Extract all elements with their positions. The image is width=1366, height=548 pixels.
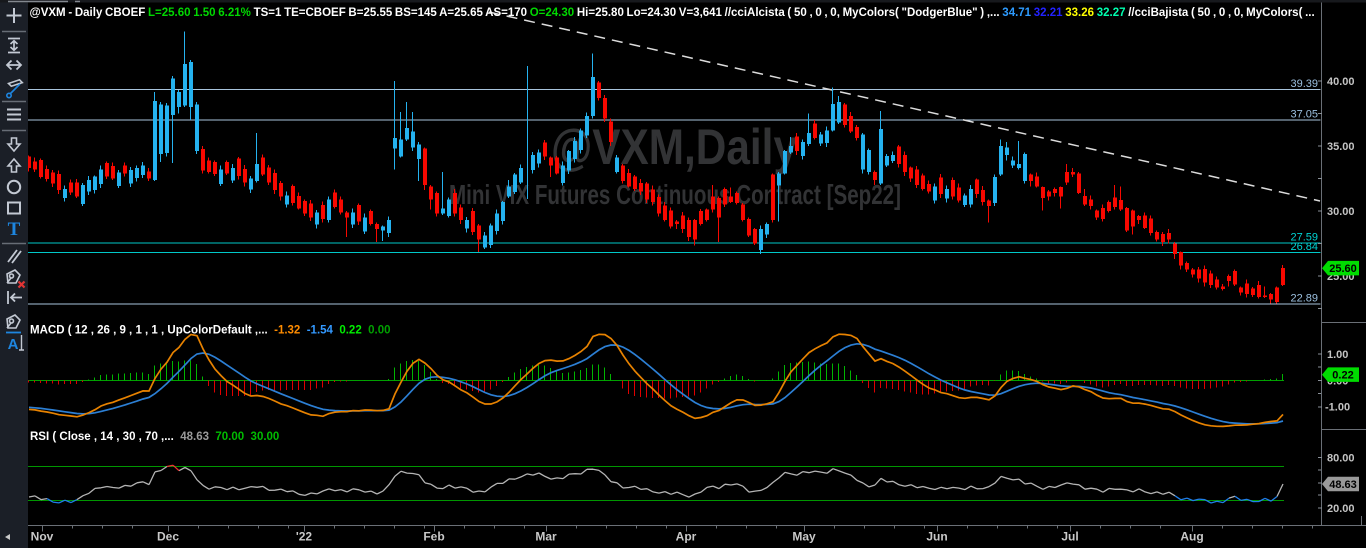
svg-text:Nov: Nov <box>31 530 54 544</box>
svg-text:Mar: Mar <box>535 530 557 544</box>
svg-text:35.00: 35.00 <box>1327 141 1355 153</box>
svg-text:30.00: 30.00 <box>1327 206 1355 218</box>
svg-text:37.05: 37.05 <box>1290 108 1318 120</box>
svg-text:MACD ( 12 , 26 , 9 , 1 , 1 , U: MACD ( 12 , 26 , 9 , 1 , 1 , UpColorDefa… <box>30 325 391 337</box>
svg-text:1.00: 1.00 <box>1327 349 1348 361</box>
svg-text:Jul: Jul <box>1061 530 1078 544</box>
svg-text:Aug: Aug <box>1180 530 1203 544</box>
svg-text:'22: '22 <box>296 530 313 544</box>
svg-text:RSI ( Close , 14 , 30 , 70 ,..: RSI ( Close , 14 , 30 , 70 ,... 48.63 70… <box>30 431 279 443</box>
svg-text:39.39: 39.39 <box>1290 78 1318 90</box>
svg-text:Mini VIX Futures Continuous Co: Mini VIX Futures Continuous Contract [Se… <box>449 179 901 210</box>
svg-text:26.84: 26.84 <box>1290 241 1318 253</box>
svg-text:80.00: 80.00 <box>1327 453 1355 465</box>
svg-text:22.89: 22.89 <box>1290 292 1318 304</box>
svg-text:@VXM - Daily CBOEF L=25.60 1.5: @VXM - Daily CBOEF L=25.60 1.50 6.21% TS… <box>30 7 1315 19</box>
svg-text:Dec: Dec <box>157 530 179 544</box>
svg-text:25.60: 25.60 <box>1329 263 1357 275</box>
svg-text:@VXM,Daily: @VXM,Daily <box>551 119 797 175</box>
svg-text:48.63: 48.63 <box>1329 479 1357 491</box>
svg-text:Apr: Apr <box>676 530 697 544</box>
svg-text:Jun: Jun <box>926 530 947 544</box>
svg-text:20.00: 20.00 <box>1327 503 1355 515</box>
svg-text:Feb: Feb <box>423 530 444 544</box>
svg-text:T: T <box>8 219 21 240</box>
svg-text:27.59: 27.59 <box>1290 231 1318 243</box>
svg-text:A: A <box>8 336 19 353</box>
svg-text:0.22: 0.22 <box>1332 370 1353 382</box>
svg-text:40.00: 40.00 <box>1327 76 1355 88</box>
svg-text:May: May <box>792 530 816 544</box>
svg-text:-1.00: -1.00 <box>1325 402 1350 414</box>
